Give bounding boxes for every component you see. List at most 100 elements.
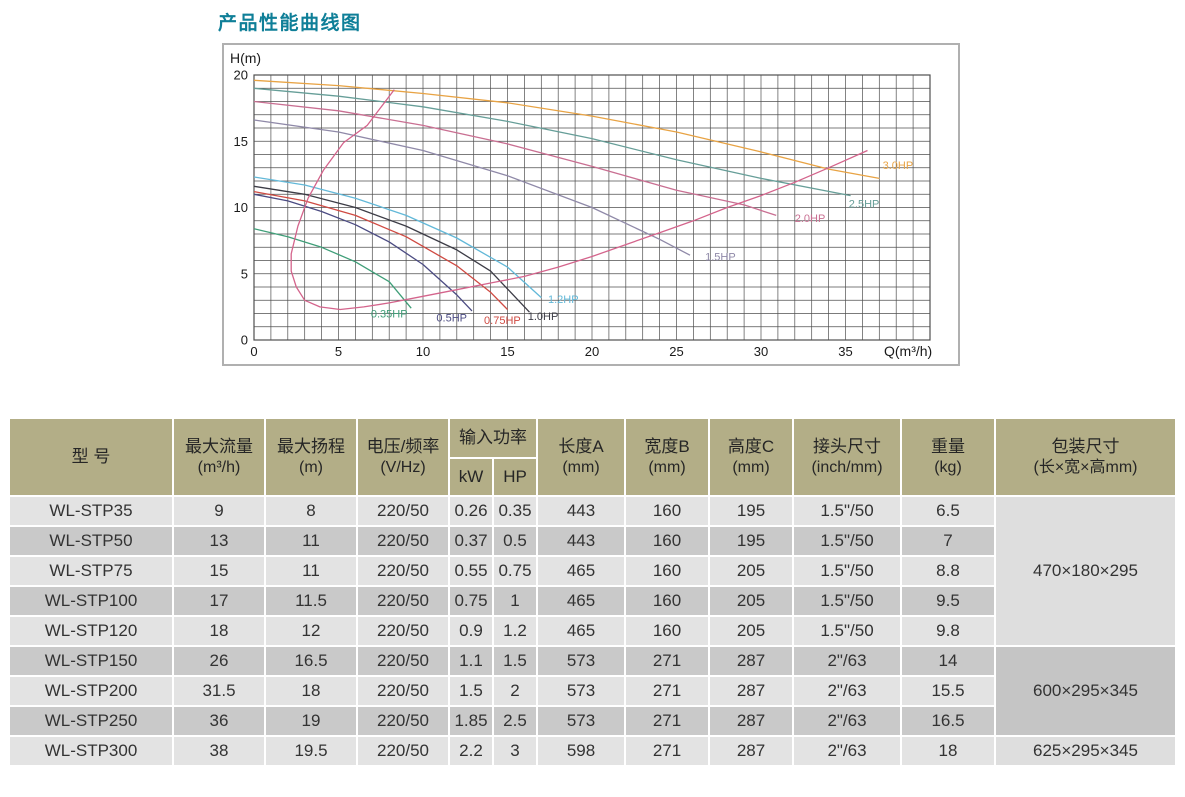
x-tick-label: 0: [250, 344, 257, 359]
cell-height-c: 287: [710, 707, 792, 735]
cell-voltage-frequency: 220/50: [358, 647, 448, 675]
curve-label-1.0HP: 1.0HP: [528, 311, 559, 323]
curve-1.0HP: [253, 185, 530, 313]
cell-kw: 1.1: [450, 647, 492, 675]
y-axis-label: H(m): [230, 50, 261, 66]
cell-max-flow: 38: [174, 737, 264, 765]
cell-width-b: 271: [626, 707, 708, 735]
cell-length-a: 598: [538, 737, 624, 765]
curve-0.35HP: [253, 228, 412, 309]
curve-3.0HP: [253, 79, 880, 180]
cell-height-c: 205: [710, 617, 792, 645]
curve-label-1.2HP: 1.2HP: [548, 294, 579, 306]
cell-kw: 0.55: [450, 557, 492, 585]
cell-max-flow: 15: [174, 557, 264, 585]
cell-width-b: 160: [626, 557, 708, 585]
header-max-flow-unit: (m³/h): [197, 458, 241, 476]
curve-0.75HP: [253, 190, 508, 310]
header-length-a-label: 长度A: [558, 436, 604, 456]
y-tick-label: 10: [234, 200, 248, 215]
cell-model: WL-STP75: [10, 557, 172, 585]
header-height-c: 高度C (mm): [710, 419, 792, 495]
cell-joint-size: 2"/63: [794, 737, 900, 765]
cell-package-size: 600×295×345: [996, 647, 1175, 735]
cell-max-head: 11: [266, 527, 356, 555]
cell-max-head: 16.5: [266, 647, 356, 675]
page-title: 产品性能曲线图: [218, 13, 362, 34]
header-max-flow: 最大流量 (m³/h): [174, 419, 264, 495]
y-tick-label: 0: [241, 333, 248, 348]
curve-1.5HP: [253, 119, 691, 256]
cell-length-a: 465: [538, 557, 624, 585]
cell-hp: 3: [494, 737, 536, 765]
header-model: 型 号: [10, 419, 172, 495]
header-joint-size-label: 接头尺寸: [813, 436, 881, 456]
header-length-a: 长度A (mm): [538, 419, 624, 495]
cell-voltage-frequency: 220/50: [358, 617, 448, 645]
cell-max-head: 18: [266, 677, 356, 705]
cell-voltage-frequency: 220/50: [358, 557, 448, 585]
cell-length-a: 573: [538, 647, 624, 675]
cell-voltage-frequency: 220/50: [358, 707, 448, 735]
header-height-c-unit: (mm): [732, 458, 770, 476]
cell-voltage-frequency: 220/50: [358, 497, 448, 525]
cell-height-c: 205: [710, 587, 792, 615]
cell-length-a: 465: [538, 587, 624, 615]
cell-joint-size: 1.5"/50: [794, 557, 900, 585]
x-tick-label: 25: [669, 344, 683, 359]
cell-model: WL-STP250: [10, 707, 172, 735]
cell-width-b: 160: [626, 587, 708, 615]
curve-label-1.5HP: 1.5HP: [705, 252, 736, 264]
x-tick-label: 30: [754, 344, 768, 359]
cell-width-b: 271: [626, 677, 708, 705]
table-row: WL-STP120 18 12 220/50 0.9 1.2 465 160 205 1.5"/5…: [10, 617, 1175, 645]
cell-weight: 15.5: [902, 677, 994, 705]
cell-package-size: 470×180×295: [996, 497, 1175, 645]
curve-operating-envelope: [290, 89, 868, 311]
x-tick-label: 5: [335, 344, 342, 359]
y-tick-label: 15: [234, 134, 248, 149]
cell-max-head: 11: [266, 557, 356, 585]
cell-model: WL-STP300: [10, 737, 172, 765]
cell-hp: 0.5: [494, 527, 536, 555]
cell-hp: 2: [494, 677, 536, 705]
cell-height-c: 287: [710, 737, 792, 765]
cell-hp: 1.5: [494, 647, 536, 675]
curve-label-0.5HP: 0.5HP: [436, 313, 467, 325]
cell-height-c: 195: [710, 497, 792, 525]
cell-package-size: 625×295×345: [996, 737, 1175, 765]
header-kw: kW: [450, 459, 492, 495]
header-max-flow-label: 最大流量: [185, 436, 253, 456]
cell-height-c: 205: [710, 557, 792, 585]
header-model-label: 型 号: [71, 446, 111, 466]
cell-width-b: 160: [626, 497, 708, 525]
cell-joint-size: 2"/63: [794, 677, 900, 705]
cell-weight: 14: [902, 647, 994, 675]
y-tick-label: 5: [241, 266, 248, 281]
cell-max-head: 8: [266, 497, 356, 525]
cell-kw: 0.37: [450, 527, 492, 555]
cell-model: WL-STP120: [10, 617, 172, 645]
y-tick-label: 20: [234, 68, 248, 83]
header-package-size-unit: (长×宽×高mm): [1033, 458, 1138, 476]
cell-max-flow: 26: [174, 647, 264, 675]
table-row: WL-STP50 13 11 220/50 0.37 0.5 443 160 195 1.5"/5…: [10, 527, 1175, 555]
header-weight: 重量 (kg): [902, 419, 994, 495]
cell-length-a: 573: [538, 707, 624, 735]
x-tick-label: 15: [500, 344, 514, 359]
cell-joint-size: 2"/63: [794, 707, 900, 735]
header-package-size: 包装尺寸 (长×宽×高mm): [996, 419, 1175, 495]
cell-voltage-frequency: 220/50: [358, 677, 448, 705]
header-input-power-label: 输入功率: [459, 427, 527, 447]
header-max-head: 最大扬程 (m): [266, 419, 356, 495]
table-row: WL-STP300 38 19.5 220/50 2.2 3 598 271 287 2"/63 1…: [10, 737, 1175, 765]
cell-model: WL-STP200: [10, 677, 172, 705]
cell-max-head: 11.5: [266, 587, 356, 615]
cell-max-flow: 36: [174, 707, 264, 735]
cell-joint-size: 1.5"/50: [794, 617, 900, 645]
cell-weight: 6.5: [902, 497, 994, 525]
header-length-a-unit: (mm): [562, 458, 600, 476]
cell-weight: 16.5: [902, 707, 994, 735]
cell-max-flow: 31.5: [174, 677, 264, 705]
curve-2.5HP: [253, 87, 851, 197]
